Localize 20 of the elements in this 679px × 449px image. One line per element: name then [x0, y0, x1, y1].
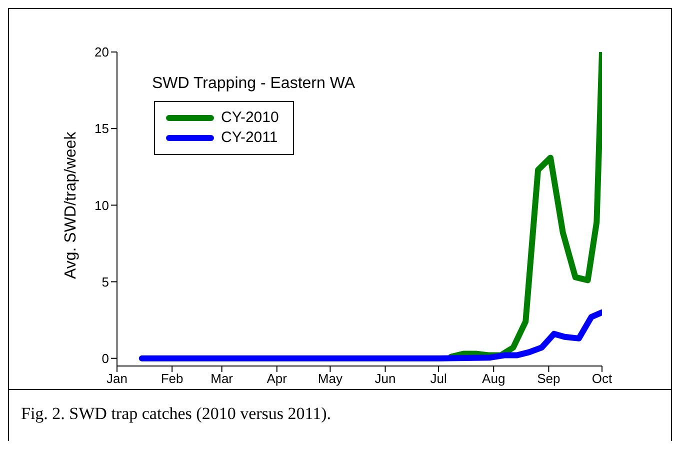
y-tick-label: 0	[102, 350, 109, 366]
x-tick-label: Jul	[430, 371, 447, 386]
y-tick-label: 5	[102, 274, 109, 290]
y-tick-label: 20	[94, 44, 109, 60]
x-tick-label: Aug	[482, 371, 506, 386]
x-tick-label: Jun	[374, 371, 396, 386]
y-tick-label: 10	[94, 198, 109, 213]
x-tick-label: Sep	[537, 371, 560, 386]
x-tick-label: Mar	[210, 371, 234, 386]
x-tick-label: Feb	[160, 371, 184, 386]
x-tick-label: Apr	[266, 371, 288, 386]
y-axis-title: Avg. SWD/trap/week	[62, 130, 80, 279]
x-tick-label: May	[318, 371, 343, 386]
legend-label: CY-2011	[221, 128, 278, 148]
x-tick-label: Jan	[106, 371, 128, 386]
x-tick-label: Oct	[592, 371, 612, 386]
text: SWD Trapping - Eastern WA	[152, 75, 356, 93]
y-tick-label: 15	[94, 121, 109, 136]
legend-label: CY-2010	[221, 108, 279, 128]
caption: Fig. 2. SWD trap catches (2010 versus 2011).	[20, 403, 332, 424]
